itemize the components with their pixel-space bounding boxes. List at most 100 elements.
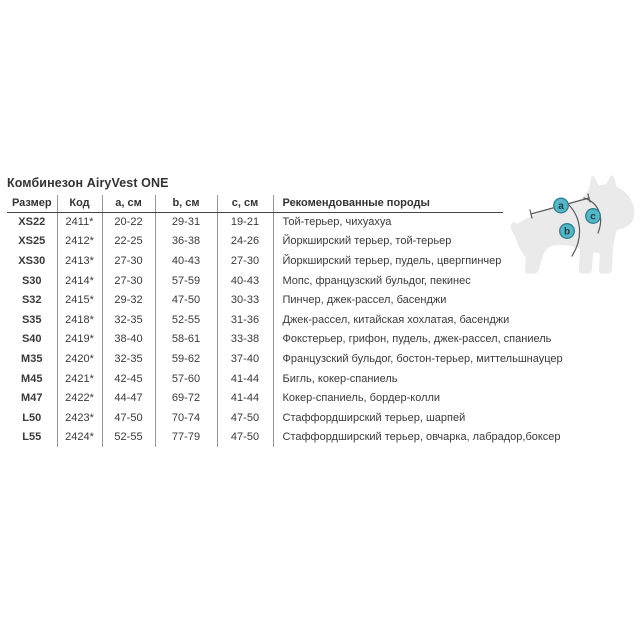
a-cell: 42-45: [102, 368, 156, 389]
breeds-cell: Стаффордширский терьер, овчарка, лабрадо…: [282, 431, 561, 444]
measurement-markers: [553, 197, 601, 239]
column-header-a: a, см: [102, 195, 156, 213]
measure-c-arc: [583, 197, 602, 234]
table-row: S32 2415* 29-32 47-50 30-33 Пинчер, джек…: [7, 290, 503, 310]
table-row: XS30 2413* 27-30 40-43 27-30 Йоркширский…: [7, 251, 503, 271]
a-cell: 22-25: [102, 231, 156, 252]
a-cell: 52-55: [102, 427, 156, 448]
a-cell: 44-47: [102, 388, 156, 408]
c-cell: 47-50: [217, 427, 274, 448]
code-cell: 2418*: [57, 309, 103, 330]
measure-a-tick-left: [529, 209, 533, 219]
table-row: S30 2414* 27-30 57-59 40-43 Мопс, францу…: [7, 270, 503, 291]
code-cell: 2424*: [57, 427, 103, 448]
code-cell: 2422*: [57, 388, 103, 408]
c-cell: 37-40: [217, 349, 274, 369]
breeds-cell: Бигль, кокер-спаниель: [282, 372, 398, 385]
code-cell: 2419*: [57, 329, 103, 350]
table-row: XS25 2412* 22-25 36-38 24-26 Йоркширский…: [7, 231, 503, 252]
size-cell: XS25: [7, 231, 58, 252]
size-cell: S32: [7, 290, 58, 310]
c-cell: 19-21: [217, 212, 274, 232]
dog-measurement-diagram: a b c: [510, 175, 635, 274]
size-cell: S40: [7, 329, 58, 350]
page-title: Комбинезон AiryVest ONE: [7, 176, 169, 190]
c-cell: 30-33: [217, 290, 274, 310]
size-cell: XS30: [7, 251, 58, 271]
column-header-breeds: Рекомендованные породы: [273, 195, 503, 213]
size-table: Размер Код a, см b, см c, см Рекомендова…: [7, 195, 563, 448]
c-cell: 33-38: [217, 329, 274, 350]
b-cell: 52-55: [155, 309, 218, 330]
table-row: M45 2421* 42-45 57-60 41-44 Бигль, кокер…: [7, 368, 503, 389]
marker-b-label: b: [564, 227, 570, 238]
b-cell: 40-43: [155, 251, 218, 271]
a-cell: 32-35: [102, 309, 156, 330]
column-header-code: Код: [57, 195, 103, 213]
c-cell: 24-26: [217, 231, 274, 252]
b-cell: 69-72: [155, 388, 218, 408]
c-cell: 27-30: [217, 251, 274, 271]
code-cell: 2413*: [57, 251, 103, 271]
marker-c-icon: [585, 208, 601, 224]
c-cell: 31-36: [217, 309, 274, 330]
size-cell: L50: [7, 407, 58, 428]
breeds-cell: Кокер-спаниель, бордер-колли: [282, 392, 441, 405]
size-cell: M47: [7, 388, 58, 408]
size-cell: S35: [7, 309, 58, 330]
table-header-row: Размер Код a, см b, см c, см Рекомендова…: [7, 195, 503, 213]
b-cell: 29-31: [155, 212, 218, 232]
code-cell: 2421*: [57, 368, 103, 389]
dog-silhouette-icon: [510, 175, 635, 274]
c-cell: 41-44: [217, 388, 274, 408]
a-cell: 38-40: [102, 329, 156, 350]
code-cell: 2420*: [57, 349, 103, 369]
breeds-cell: Пинчер, джек-рассел, басенджи: [282, 294, 447, 307]
code-cell: 2414*: [57, 270, 103, 291]
breeds-cell: Фокстерьер, грифон, пудель, джек-рассел,…: [282, 333, 552, 346]
breeds-cell: Йоркширский терьер, пудель, цвергпинчер: [282, 254, 502, 267]
size-cell: L55: [7, 427, 58, 448]
column-header-c: c, см: [217, 195, 274, 213]
marker-c-label: c: [590, 212, 596, 223]
measure-b-arc: [567, 203, 581, 257]
table-row: XS22 2411* 20-22 29-31 19-21 Той-терьер,…: [7, 212, 503, 232]
column-header-b: b, см: [155, 195, 218, 213]
b-cell: 70-74: [155, 407, 218, 428]
code-cell: 2415*: [57, 290, 103, 310]
marker-a-icon: [553, 197, 569, 214]
breeds-cell: Стаффордширский терьер, шарпей: [282, 411, 466, 424]
table-row: S40 2419* 38-40 58-61 33-38 Фокстерьер, …: [7, 329, 552, 350]
breeds-cell: Мопс, французский бульдог, пекинес: [282, 274, 471, 287]
a-cell: 32-35: [102, 349, 156, 369]
c-cell: 41-44: [217, 368, 274, 389]
table-row: S35 2418* 32-35 52-55 31-36 Джек-рассел,…: [7, 309, 510, 330]
b-cell: 77-79: [155, 427, 218, 448]
size-cell: S30: [7, 270, 58, 291]
c-cell: 40-43: [217, 270, 274, 291]
a-cell: 47-50: [102, 407, 156, 428]
size-cell: XS22: [7, 212, 58, 232]
b-cell: 59-62: [155, 349, 218, 369]
a-cell: 27-30: [102, 270, 156, 291]
code-cell: 2423*: [57, 407, 103, 428]
b-cell: 57-59: [155, 270, 218, 291]
marker-a-label: a: [558, 201, 564, 212]
table-row: L50 2423* 47-50 70-74 47-50 Стаффордширс…: [7, 407, 503, 428]
table-row: M47 2422* 44-47 69-72 41-44 Кокер-спание…: [7, 388, 503, 408]
code-cell: 2412*: [57, 231, 103, 252]
size-cell: M45: [7, 368, 58, 389]
a-cell: 20-22: [102, 212, 156, 232]
marker-labels: a b c: [558, 201, 596, 238]
breeds-cell: Джек-рассел, китайская хохлатая, басендж…: [282, 313, 510, 326]
breeds-cell: Французский бульдог, бостон-терьер, митт…: [282, 352, 563, 365]
table-row: M35 2420* 32-35 59-62 37-40 Французский …: [7, 349, 563, 369]
b-cell: 36-38: [155, 231, 218, 252]
breeds-cell: Йоркширский терьер, той-терьер: [282, 235, 452, 248]
b-cell: 57-60: [155, 368, 218, 389]
breeds-cell: Той-терьер, чихуахуа: [282, 216, 392, 229]
marker-b-icon: [559, 223, 575, 239]
c-cell: 47-50: [217, 407, 274, 428]
a-cell: 27-30: [102, 251, 156, 271]
table-row: L55 2424* 52-55 77-79 47-50 Стаффордширс…: [7, 427, 561, 448]
